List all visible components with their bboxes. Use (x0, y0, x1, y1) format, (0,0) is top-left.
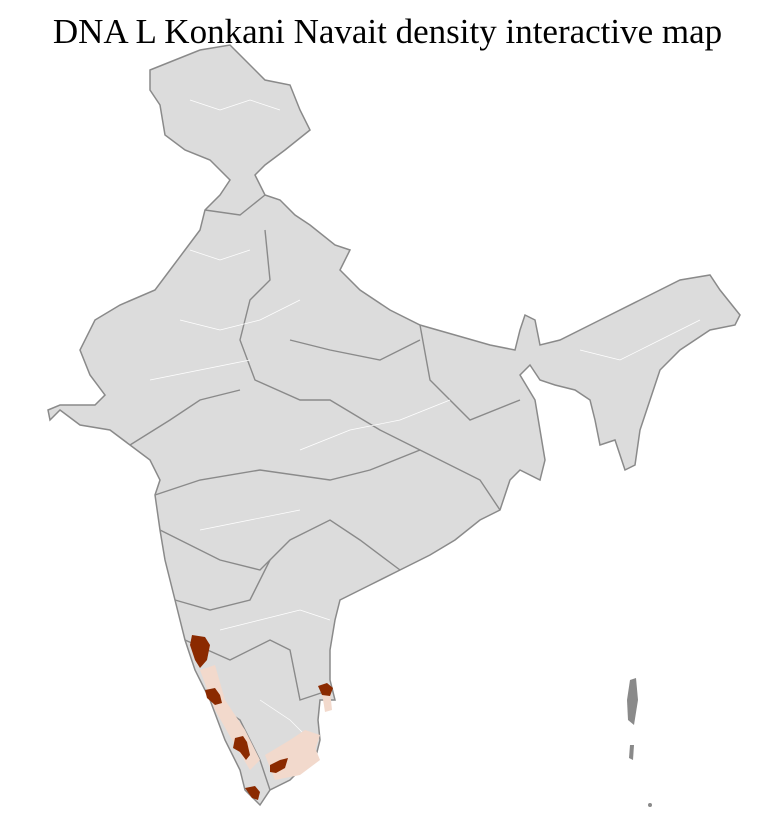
high-karnataka-north[interactable] (190, 635, 210, 668)
low-tn-central[interactable] (290, 730, 320, 750)
high-tn-north-coast[interactable] (318, 683, 333, 696)
high-kerala-south[interactable] (245, 786, 260, 800)
high-density-regions (190, 635, 333, 800)
high-tn-central[interactable] (270, 758, 288, 773)
andaman-islands (627, 678, 652, 807)
high-karnataka-south[interactable] (205, 688, 222, 705)
india-outline[interactable] (47, 44, 741, 807)
high-kerala-central[interactable] (233, 736, 250, 760)
map-title: DNA L Konkani Navait density interactive… (52, 12, 723, 51)
